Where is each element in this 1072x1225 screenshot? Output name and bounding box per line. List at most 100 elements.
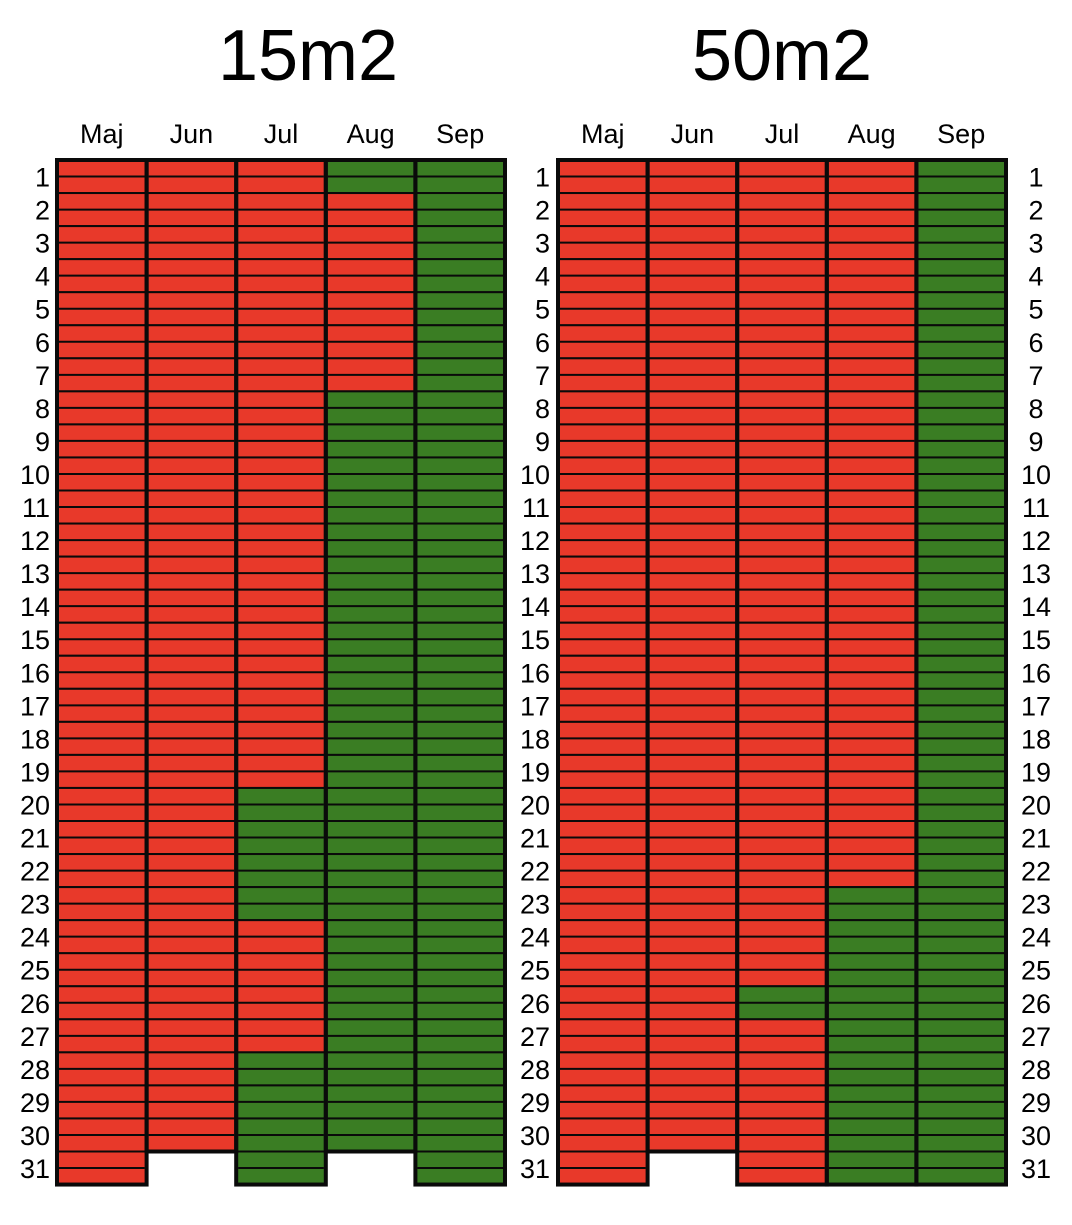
row-label: 14 bbox=[1021, 592, 1051, 622]
row-label: 6 bbox=[535, 328, 550, 358]
row-label: 28 bbox=[20, 1055, 50, 1085]
row-label: 21 bbox=[20, 824, 50, 854]
row-label: 31 bbox=[20, 1154, 50, 1184]
row-label: 5 bbox=[535, 295, 550, 325]
row-label: 8 bbox=[535, 394, 550, 424]
row-label: 3 bbox=[535, 229, 550, 259]
row-label: 1 bbox=[35, 163, 50, 193]
row-label: 23 bbox=[20, 890, 50, 920]
row-label: 24 bbox=[520, 923, 550, 953]
row-label: 12 bbox=[1021, 526, 1051, 556]
row-label: 31 bbox=[520, 1154, 550, 1184]
row-label: 3 bbox=[35, 229, 50, 259]
row-label: 27 bbox=[520, 1022, 550, 1052]
row-label: 19 bbox=[1021, 757, 1051, 787]
row-label: 17 bbox=[520, 691, 550, 721]
row-label: 26 bbox=[20, 989, 50, 1019]
column-label: Sep bbox=[436, 119, 484, 149]
row-label: 18 bbox=[1021, 724, 1051, 754]
row-label: 3 bbox=[1028, 229, 1043, 259]
row-label: 26 bbox=[1021, 989, 1051, 1019]
row-label: 28 bbox=[1021, 1055, 1051, 1085]
row-label: 22 bbox=[520, 857, 550, 887]
row-label: 12 bbox=[520, 526, 550, 556]
column-label: Maj bbox=[581, 119, 625, 149]
row-label: 8 bbox=[1028, 394, 1043, 424]
row-label: 28 bbox=[520, 1055, 550, 1085]
row-label: 10 bbox=[1021, 460, 1051, 490]
row-label: 2 bbox=[1028, 196, 1043, 226]
row-label: 17 bbox=[1021, 691, 1051, 721]
row-label: 5 bbox=[35, 295, 50, 325]
row-label: 4 bbox=[535, 262, 550, 292]
chart-title: 15m2 bbox=[218, 16, 398, 96]
row-label: 11 bbox=[1022, 493, 1050, 523]
row-label: 29 bbox=[1021, 1088, 1051, 1118]
column-label: Sep bbox=[937, 119, 985, 149]
row-label: 16 bbox=[1021, 658, 1051, 688]
row-label: 29 bbox=[520, 1088, 550, 1118]
column-label: Aug bbox=[848, 119, 896, 149]
column-label: Jul bbox=[264, 119, 299, 149]
row-label: 26 bbox=[520, 989, 550, 1019]
row-label: 27 bbox=[20, 1022, 50, 1052]
row-label: 14 bbox=[20, 592, 50, 622]
row-label: 30 bbox=[1021, 1121, 1051, 1151]
row-label: 25 bbox=[20, 956, 50, 986]
row-label: 19 bbox=[20, 757, 50, 787]
row-label: 30 bbox=[20, 1121, 50, 1151]
row-label: 1 bbox=[535, 163, 550, 193]
column-label: Jul bbox=[765, 119, 800, 149]
row-label: 12 bbox=[20, 526, 50, 556]
chart-title: 50m2 bbox=[692, 16, 872, 96]
row-label: 11 bbox=[522, 493, 550, 523]
row-label: 16 bbox=[20, 658, 50, 688]
column-label: Jun bbox=[671, 119, 715, 149]
row-label: 30 bbox=[520, 1121, 550, 1151]
row-label: 7 bbox=[1028, 361, 1043, 391]
row-label: 17 bbox=[20, 691, 50, 721]
row-label: 9 bbox=[35, 427, 50, 457]
row-label: 20 bbox=[520, 790, 550, 820]
row-label: 5 bbox=[1028, 295, 1043, 325]
row-label: 20 bbox=[20, 790, 50, 820]
row-label: 13 bbox=[20, 559, 50, 589]
row-label: 29 bbox=[20, 1088, 50, 1118]
row-label: 15 bbox=[1021, 625, 1051, 655]
row-label: 15 bbox=[20, 625, 50, 655]
row-label: 20 bbox=[1021, 790, 1051, 820]
row-label: 2 bbox=[35, 196, 50, 226]
column-label: Maj bbox=[80, 119, 124, 149]
row-label: 1 bbox=[1028, 163, 1043, 193]
row-label: 10 bbox=[20, 460, 50, 490]
row-label: 7 bbox=[35, 361, 50, 391]
row-label: 9 bbox=[1028, 427, 1043, 457]
column-label: Jun bbox=[170, 119, 214, 149]
row-label: 10 bbox=[520, 460, 550, 490]
row-label: 4 bbox=[35, 262, 50, 292]
row-label: 14 bbox=[520, 592, 550, 622]
row-label: 11 bbox=[22, 493, 50, 523]
row-label: 22 bbox=[1021, 857, 1051, 887]
row-label: 19 bbox=[520, 757, 550, 787]
row-label: 23 bbox=[1021, 890, 1051, 920]
row-label: 24 bbox=[1021, 923, 1051, 953]
row-label: 25 bbox=[520, 956, 550, 986]
row-label: 8 bbox=[35, 394, 50, 424]
row-label: 22 bbox=[20, 857, 50, 887]
row-label: 31 bbox=[1021, 1154, 1051, 1184]
row-label: 16 bbox=[520, 658, 550, 688]
month-column-border bbox=[413, 158, 507, 1187]
row-label: 18 bbox=[20, 724, 50, 754]
row-label: 27 bbox=[1021, 1022, 1051, 1052]
row-label: 4 bbox=[1028, 262, 1043, 292]
row-label: 6 bbox=[1028, 328, 1043, 358]
column-label: Aug bbox=[347, 119, 395, 149]
row-label: 23 bbox=[520, 890, 550, 920]
row-label: 6 bbox=[35, 328, 50, 358]
row-label: 7 bbox=[535, 361, 550, 391]
row-label: 2 bbox=[535, 196, 550, 226]
row-label: 13 bbox=[1021, 559, 1051, 589]
